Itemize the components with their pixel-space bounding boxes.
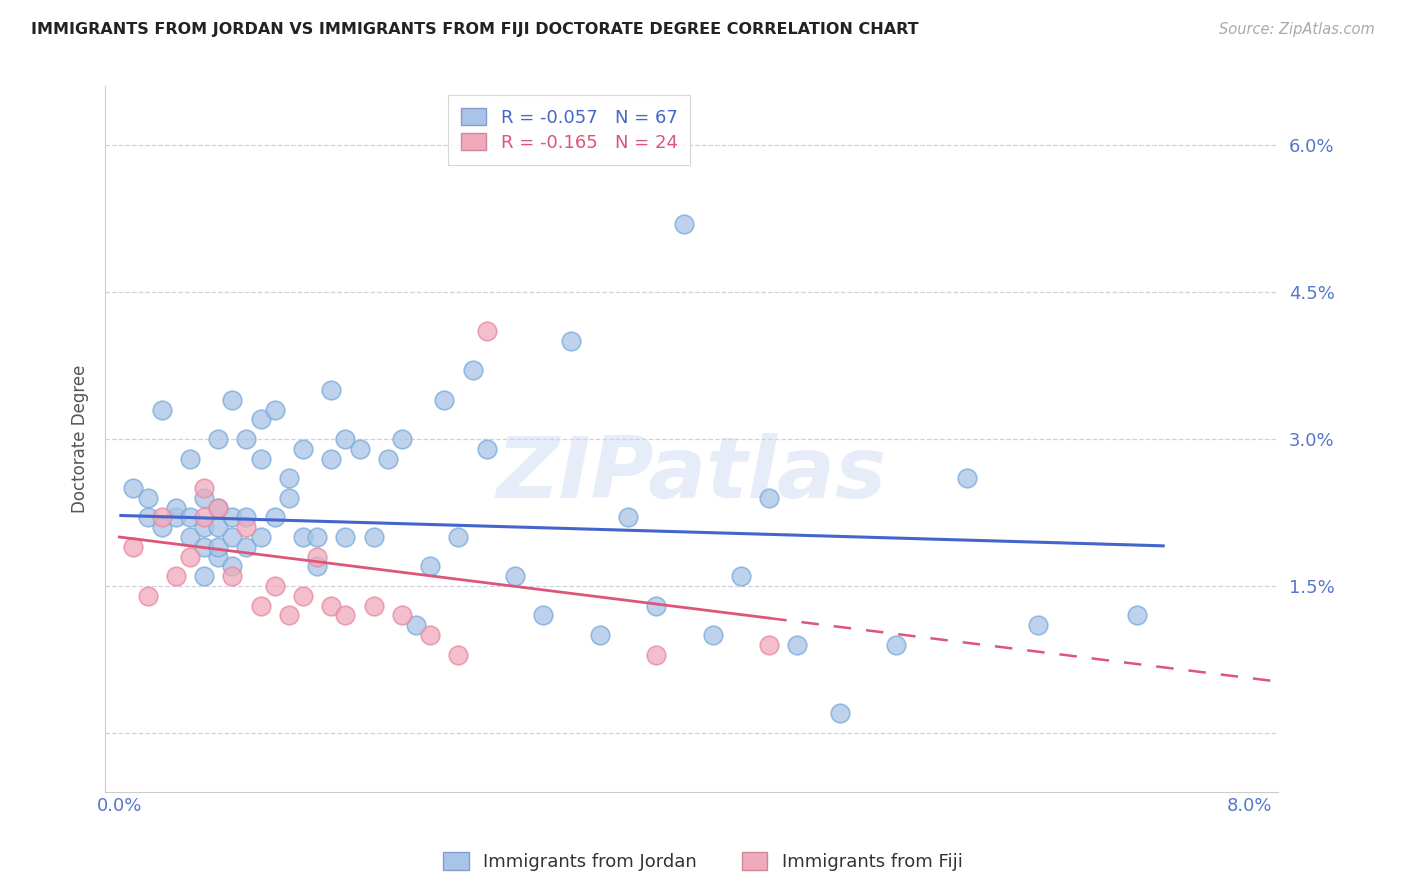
Point bbox=[193, 520, 215, 534]
Point bbox=[277, 491, 299, 505]
Point bbox=[207, 500, 229, 515]
Point bbox=[122, 540, 145, 554]
Point bbox=[221, 510, 243, 524]
Point bbox=[179, 549, 201, 564]
Point bbox=[335, 608, 357, 623]
Point bbox=[292, 589, 315, 603]
Point bbox=[405, 618, 427, 632]
Point bbox=[645, 599, 668, 613]
Point bbox=[235, 540, 257, 554]
Point bbox=[150, 402, 173, 417]
Point bbox=[193, 491, 215, 505]
Point bbox=[730, 569, 752, 583]
Point bbox=[531, 608, 554, 623]
Point bbox=[377, 451, 399, 466]
Point bbox=[447, 648, 470, 662]
Point bbox=[179, 510, 201, 524]
Point bbox=[165, 500, 187, 515]
Text: Source: ZipAtlas.com: Source: ZipAtlas.com bbox=[1219, 22, 1375, 37]
Point bbox=[349, 442, 371, 456]
Point bbox=[758, 491, 780, 505]
Point bbox=[221, 530, 243, 544]
Point bbox=[363, 530, 385, 544]
Point bbox=[475, 442, 498, 456]
Point bbox=[136, 510, 159, 524]
Point bbox=[122, 481, 145, 495]
Point bbox=[886, 638, 908, 652]
Point bbox=[207, 549, 229, 564]
Point bbox=[249, 451, 271, 466]
Point bbox=[1026, 618, 1049, 632]
Point bbox=[702, 628, 724, 642]
Point bbox=[277, 608, 299, 623]
Point bbox=[193, 481, 215, 495]
Point bbox=[136, 491, 159, 505]
Point bbox=[179, 451, 201, 466]
Point bbox=[321, 383, 343, 397]
Point bbox=[193, 569, 215, 583]
Point bbox=[221, 559, 243, 574]
Point bbox=[461, 363, 484, 377]
Point bbox=[828, 706, 851, 721]
Point bbox=[235, 510, 257, 524]
Legend: Immigrants from Jordan, Immigrants from Fiji: Immigrants from Jordan, Immigrants from … bbox=[436, 846, 970, 879]
Point bbox=[263, 510, 285, 524]
Point bbox=[645, 648, 668, 662]
Point bbox=[503, 569, 526, 583]
Point bbox=[617, 510, 640, 524]
Point bbox=[150, 510, 173, 524]
Point bbox=[419, 628, 441, 642]
Point bbox=[391, 432, 413, 446]
Point bbox=[221, 392, 243, 407]
Point bbox=[207, 520, 229, 534]
Point bbox=[673, 217, 696, 231]
Point bbox=[447, 530, 470, 544]
Point bbox=[335, 530, 357, 544]
Point bbox=[589, 628, 612, 642]
Point bbox=[292, 530, 315, 544]
Point bbox=[179, 530, 201, 544]
Point bbox=[207, 540, 229, 554]
Point bbox=[307, 530, 329, 544]
Legend: R = -0.057   N = 67, R = -0.165   N = 24: R = -0.057 N = 67, R = -0.165 N = 24 bbox=[449, 95, 690, 165]
Point bbox=[165, 569, 187, 583]
Point bbox=[956, 471, 979, 485]
Point bbox=[249, 530, 271, 544]
Point bbox=[263, 402, 285, 417]
Point bbox=[263, 579, 285, 593]
Point bbox=[419, 559, 441, 574]
Point bbox=[292, 442, 315, 456]
Point bbox=[307, 559, 329, 574]
Text: IMMIGRANTS FROM JORDAN VS IMMIGRANTS FROM FIJI DOCTORATE DEGREE CORRELATION CHAR: IMMIGRANTS FROM JORDAN VS IMMIGRANTS FRO… bbox=[31, 22, 918, 37]
Point bbox=[391, 608, 413, 623]
Point bbox=[363, 599, 385, 613]
Point bbox=[335, 432, 357, 446]
Point bbox=[321, 451, 343, 466]
Point bbox=[207, 500, 229, 515]
Point bbox=[193, 540, 215, 554]
Y-axis label: Doctorate Degree: Doctorate Degree bbox=[72, 365, 89, 513]
Point bbox=[560, 334, 582, 348]
Point bbox=[249, 412, 271, 426]
Point bbox=[1125, 608, 1147, 623]
Point bbox=[150, 520, 173, 534]
Point bbox=[758, 638, 780, 652]
Point bbox=[307, 549, 329, 564]
Point bbox=[235, 520, 257, 534]
Point bbox=[193, 510, 215, 524]
Point bbox=[165, 510, 187, 524]
Point bbox=[277, 471, 299, 485]
Point bbox=[221, 569, 243, 583]
Point bbox=[475, 324, 498, 338]
Point bbox=[235, 432, 257, 446]
Point bbox=[321, 599, 343, 613]
Point bbox=[433, 392, 456, 407]
Point bbox=[249, 599, 271, 613]
Point bbox=[786, 638, 808, 652]
Point bbox=[136, 589, 159, 603]
Point bbox=[207, 432, 229, 446]
Text: ZIPatlas: ZIPatlas bbox=[496, 433, 887, 516]
